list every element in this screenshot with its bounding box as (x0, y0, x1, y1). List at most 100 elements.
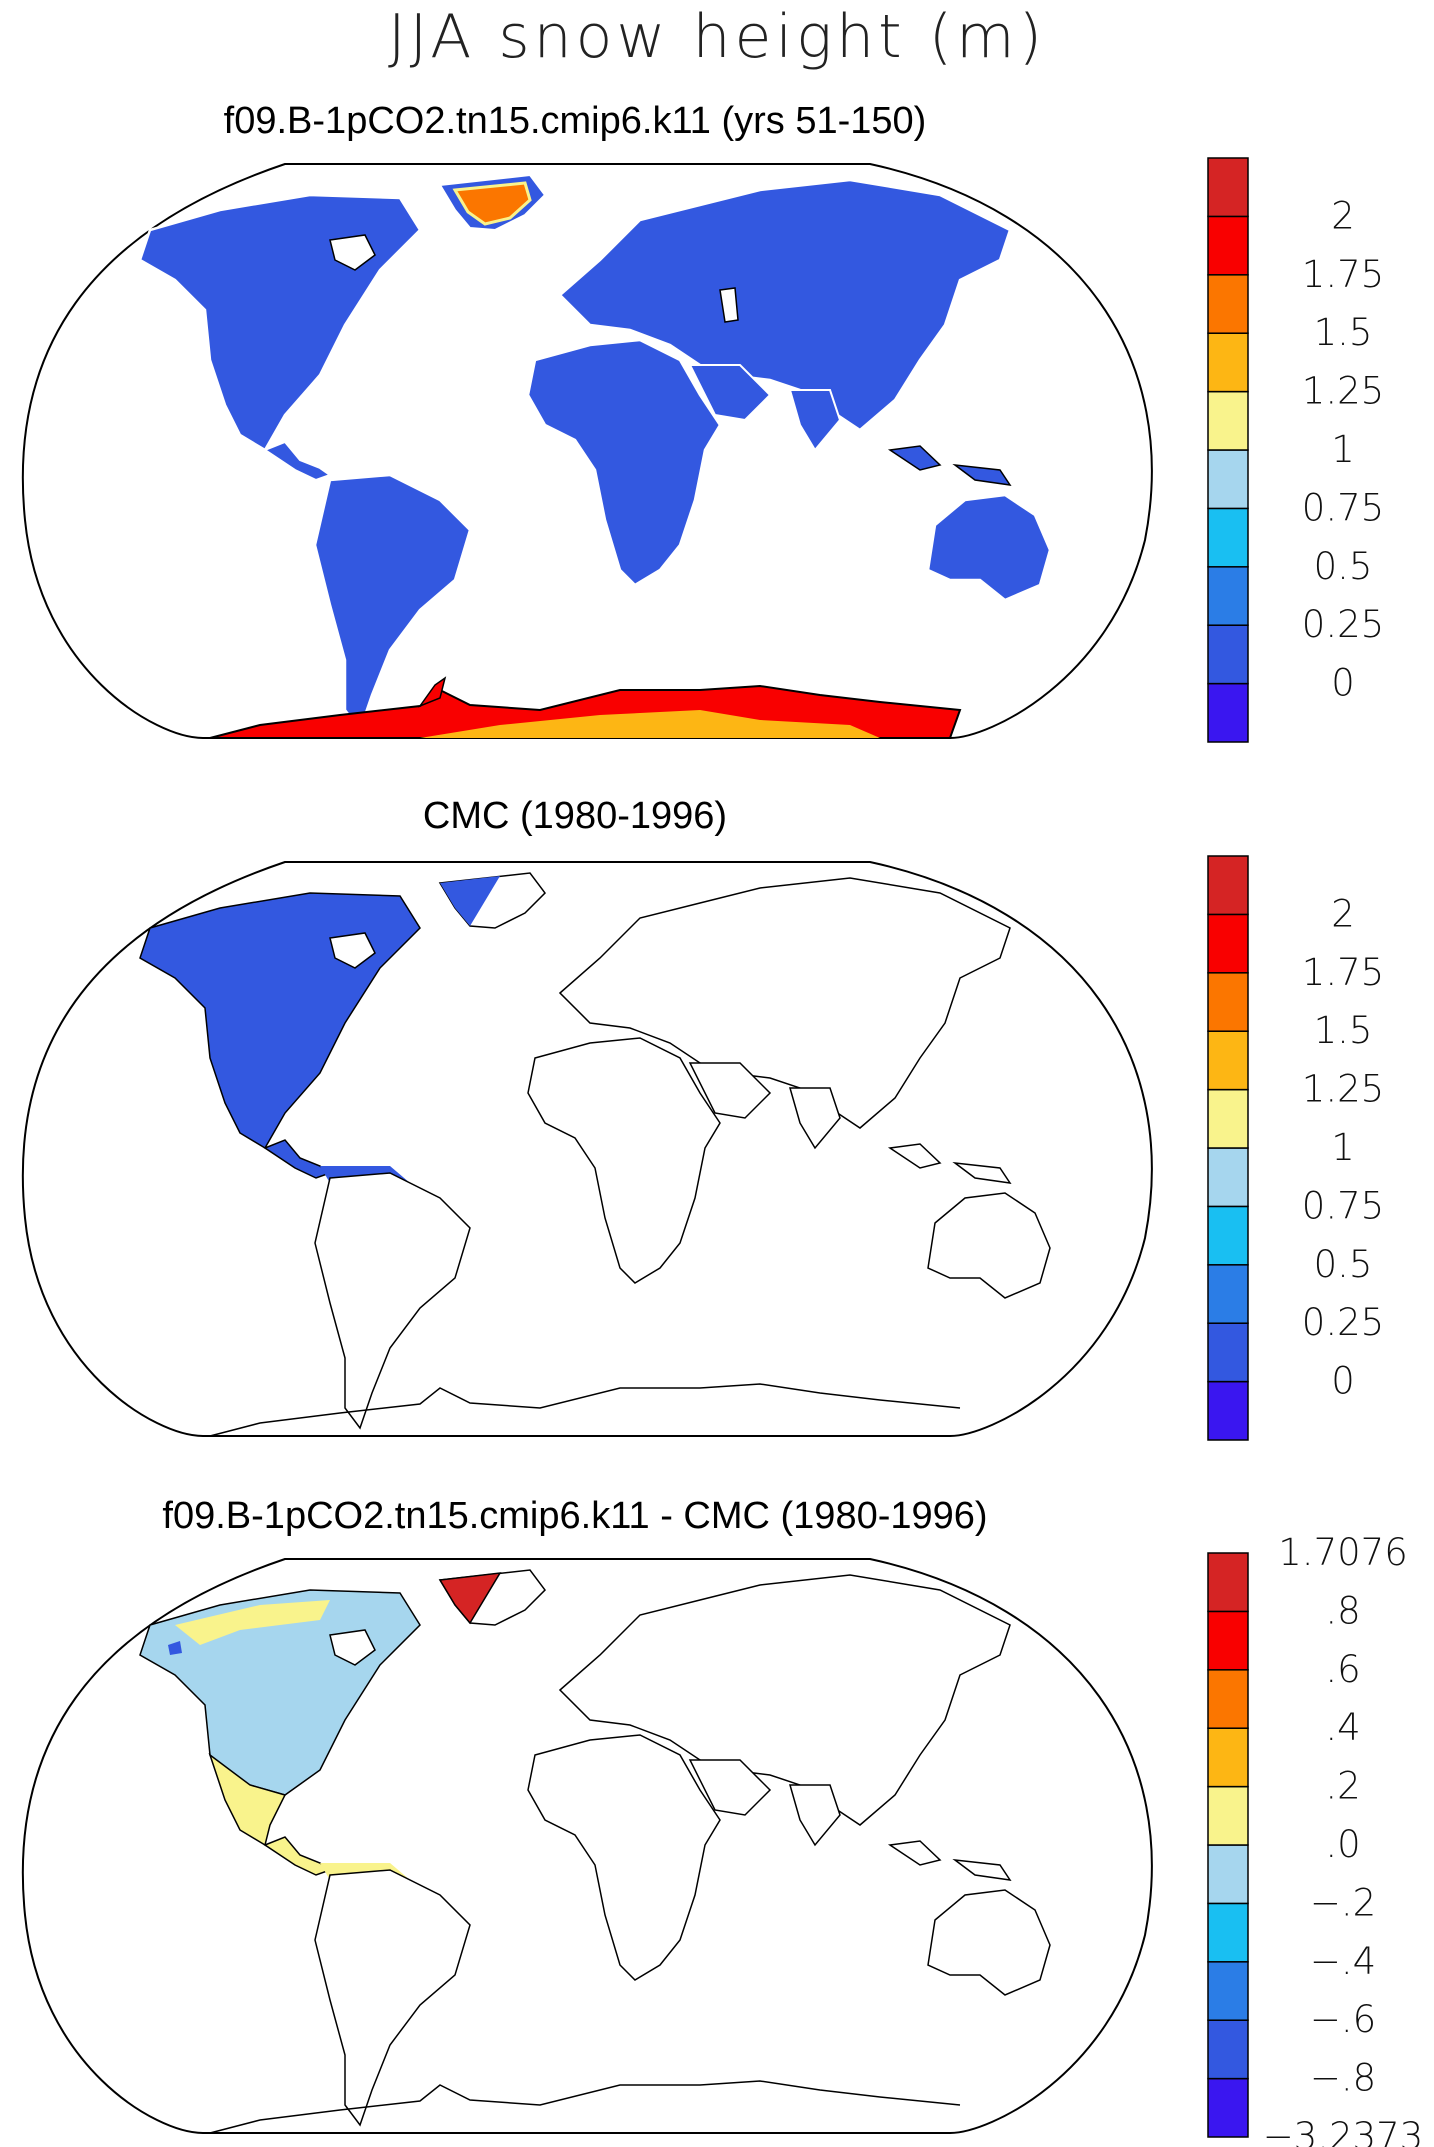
colorbar-tick-label: 2 (1331, 194, 1355, 237)
colorbar-box (1207, 390, 1249, 451)
colorbar-tick-label: 0.75 (1302, 1184, 1384, 1227)
colorbar-box (1207, 624, 1249, 685)
colorbar-tick-label: 2 (1331, 892, 1355, 935)
central-america-land (262, 440, 333, 482)
south-america-land (314, 1869, 471, 2127)
colorbar-tick-label: 1.25 (1302, 1068, 1384, 1111)
colorbar-box (1207, 1205, 1249, 1266)
eurasia-land (558, 1574, 1011, 1826)
north-america-diff-arctic (175, 1600, 330, 1645)
africa-land (527, 1037, 721, 1284)
colorbar-box (1207, 1552, 1249, 1613)
colorbar-tick-label: −.4 (1310, 1940, 1376, 1983)
panel-1-colorbar: 2 1.75 1.5 1.25 1 0.75 0.5 0.25 0 (1207, 157, 1384, 743)
panel-2-colorbar: 2 1.75 1.5 1.25 1 0.75 0.5 0.25 0 (1207, 855, 1384, 1441)
colorbar-box (1207, 1727, 1249, 1788)
arabia-land (688, 1759, 772, 1816)
colorbar-tick-label: 1 (1331, 1126, 1355, 1169)
africa-land (526, 338, 722, 587)
panel-2-title: CMC (1980-1996) (422, 795, 728, 837)
colorbar-tick-label: 1.75 (1302, 253, 1384, 296)
colorbar-tick-label: 0.5 (1314, 545, 1373, 588)
colorbar-box (1207, 913, 1249, 974)
indonesia-land (887, 1840, 1012, 1881)
south-america-land (314, 1172, 471, 1430)
colorbar-tick-label: 1.5 (1314, 311, 1373, 354)
colorbar-tick-label: −.6 (1310, 1998, 1376, 2041)
colorbar-box (1207, 157, 1249, 218)
india-land (788, 389, 842, 452)
colorbar-tick-label: 0.75 (1302, 486, 1384, 529)
colorbar-box (1207, 1961, 1249, 2021)
colorbar-tick-label: 0.5 (1314, 1243, 1373, 1286)
colorbar-box (1207, 1610, 1249, 1671)
greenland-diff (438, 1572, 502, 1625)
antarctica-coast (209, 2080, 961, 2134)
greenland-coverage (440, 876, 500, 926)
africa-land (527, 1734, 721, 1981)
page-title: JJA snow height (m) (387, 2, 1047, 72)
colorbar-box (1207, 1264, 1249, 1324)
colorbar-box (1207, 1147, 1249, 1208)
alaska-low-patch (168, 1641, 182, 1655)
colorbar-box (1207, 449, 1249, 510)
antarctica-plateau (420, 710, 880, 738)
colorbar-tick-label: −3.2373 (1263, 2115, 1423, 2147)
colorbar-box (1207, 274, 1249, 334)
colorbar-box (1207, 2019, 1249, 2080)
india-land (789, 1784, 841, 1847)
colorbar-box (1207, 1380, 1249, 1441)
colorbar-tick-label: −.2 (1310, 1881, 1376, 1924)
panel-3-colorbar: 1.7076 .8 .6 .4 .2 .0 −.2 −.4 −.6 −.8 −3.2373 (1207, 1531, 1423, 2147)
south-america-land (313, 473, 472, 733)
colorbar-box (1207, 682, 1249, 743)
colorbar-tick-label: 1.5 (1314, 1009, 1373, 1052)
colorbar-box (1207, 332, 1249, 393)
colorbar-box (1207, 1844, 1249, 1905)
australia-land (926, 493, 1052, 602)
colorbar-box (1207, 566, 1249, 626)
panel-2-map (21, 861, 1153, 1437)
antarctica-coast (209, 1383, 961, 1437)
panel-1-map (21, 163, 1153, 739)
indonesia-land (887, 445, 1012, 486)
colorbar-tick-label: .8 (1325, 1589, 1360, 1632)
arabia-land (688, 364, 772, 422)
colorbar-tick-label: 0 (1331, 1360, 1355, 1403)
panel-3-title: f09.B-1pCO2.tn15.cmip6.k11 - CMC (1980-1… (162, 1495, 988, 1537)
india-land (789, 1087, 841, 1150)
colorbar-tick-label: −.8 (1310, 2057, 1376, 2100)
colorbar-tick-label: 1.25 (1302, 370, 1384, 413)
australia-land (927, 1889, 1051, 1996)
colorbar-box (1207, 215, 1249, 276)
colorbar-tick-label: 1.75 (1302, 951, 1384, 994)
antarctica-peninsula (417, 676, 447, 708)
colorbar-tick-label: .0 (1325, 1823, 1360, 1866)
colorbar-tick-label: .2 (1325, 1765, 1360, 1808)
hudson-bay (329, 932, 376, 969)
greenland-ice (452, 181, 532, 226)
eurasia-land (558, 877, 1011, 1129)
indonesia-land (887, 1143, 1012, 1184)
colorbar-box (1207, 1030, 1249, 1091)
colorbar-box (1207, 2077, 1249, 2138)
hudson-bay (329, 234, 376, 271)
colorbar-tick-label: .6 (1325, 1648, 1360, 1691)
colorbar-box (1207, 1785, 1249, 1846)
arabia-land (688, 1062, 772, 1119)
panel-3-map (21, 1558, 1153, 2134)
colorbar-box (1207, 507, 1249, 568)
colorbar-tick-label: 1.7076 (1278, 1531, 1407, 1574)
colorbar-box (1207, 1669, 1249, 1729)
colorbar-box (1207, 1902, 1249, 1963)
caspian-sea (719, 287, 739, 323)
colorbar-tick-label: .4 (1325, 1706, 1360, 1749)
colorbar-tick-label: 0.25 (1302, 1301, 1384, 1344)
colorbar-box (1207, 855, 1249, 916)
colorbar-box (1207, 972, 1249, 1032)
colorbar-box (1207, 1088, 1249, 1149)
panel-1-title: f09.B-1pCO2.tn15.cmip6.k11 (yrs 51-150) (223, 100, 927, 142)
north-america-diff-south (208, 1752, 287, 1847)
australia-land (927, 1192, 1051, 1299)
eurasia-land (558, 178, 1012, 432)
